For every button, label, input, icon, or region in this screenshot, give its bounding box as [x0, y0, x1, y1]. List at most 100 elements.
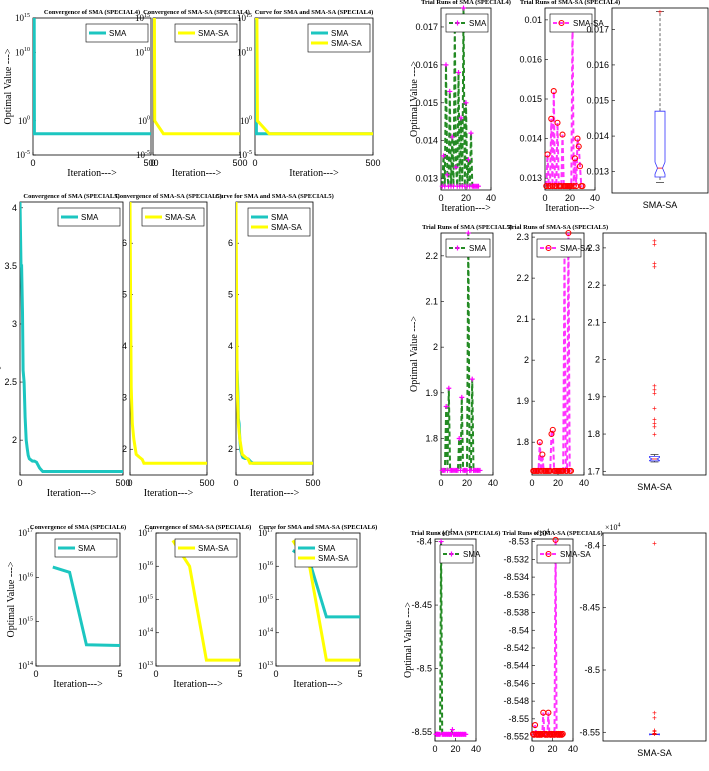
outlier-marker: + [658, 8, 663, 17]
box-category-label: SMA-SA [637, 748, 672, 758]
y-tick-label: -8.55 [579, 727, 600, 737]
y-tick-label: 10-5 [238, 150, 252, 160]
box-body [649, 455, 660, 462]
data-marker [559, 730, 566, 737]
legend: SMA-SA [536, 238, 591, 258]
chart-title: Convergence of SMA (SPECIAL6) [30, 524, 126, 531]
legend-label: SMA-SA [573, 19, 604, 28]
y-tick-label: 1014 [18, 661, 33, 671]
legend-label: SMA [81, 213, 99, 222]
chart-title: Convergence of SMA (SPECIAL4) [44, 9, 140, 16]
outlier-marker: + [652, 708, 657, 717]
data-marker [548, 115, 555, 122]
axes-frame [602, 532, 707, 742]
y-tick-label: -8.53 [508, 537, 529, 547]
y-tick-label: 1010 [135, 47, 150, 57]
series-line-sma-sa [255, 18, 373, 136]
y-tick-label: 2 [228, 444, 233, 454]
y-tick-label: 2.2 [516, 273, 529, 283]
data-marker [575, 143, 582, 150]
x-tick-label: 500 [365, 158, 380, 168]
legend-label: SMA [469, 244, 487, 253]
series-line-sma [52, 565, 120, 647]
chart-title: Trial Runs of SMA (SPECIAL5) [422, 224, 512, 231]
y-tick-label: -8.542 [503, 643, 529, 653]
outlier-marker: + [652, 539, 657, 548]
chart-panel-11: Trial Runs of SMA-SA (SPECIAL5) 1.8 1.9 2 2.… [508, 224, 608, 488]
y-tick-label: 0.016 [586, 60, 609, 70]
legend: SMA-SA [141, 207, 205, 227]
x-tick-label: 0 [432, 744, 437, 754]
data-marker [558, 731, 565, 738]
y-tick-label: -8.4 [416, 537, 432, 547]
x-tick-label: 500 [115, 478, 130, 488]
y-tick-label: 1016 [18, 572, 33, 582]
legend: SMA [85, 23, 149, 43]
data-marker [560, 467, 567, 474]
data-marker [552, 536, 559, 543]
x-tick-label: 500 [305, 478, 320, 488]
y-tick-label: 1015 [18, 617, 33, 627]
y-tick-label: 10-5 [136, 150, 150, 160]
chart-panel-13: Convergence of SMA (SPECIAL6) 1014 1015 101… [6, 524, 126, 690]
data-marker [579, 182, 586, 190]
x-tick-label: 0 [273, 669, 278, 679]
data-marker [539, 451, 546, 458]
x-tick-label: 20 [565, 193, 575, 203]
legend: SMA [439, 544, 481, 564]
legend-box [445, 238, 491, 258]
data-marker [543, 182, 550, 190]
y-tick-label: 0.01 [524, 15, 542, 25]
legend-label: SMA-SA [165, 213, 196, 222]
chart-title: Trial Runs of SMA (SPECIAL4) [421, 0, 511, 6]
x-tick-label: 0 [529, 478, 534, 488]
outlier-marker: + [652, 430, 657, 439]
x-tick-label: 40 [579, 478, 589, 488]
x-tick-label: 0 [17, 478, 22, 488]
data-marker [456, 435, 462, 441]
legend: SMA-SA [536, 544, 591, 564]
x-tick-label: 500 [143, 158, 158, 168]
legend-box [85, 23, 149, 43]
y-tick-label: -8.55 [411, 727, 432, 737]
y-tick-label: 3 [228, 393, 233, 403]
y-axis-label: Optimal Value ---> [403, 602, 414, 678]
y-axis-label: Optimal Value ---> [0, 300, 1, 376]
y-tick-label: 2 [12, 435, 17, 445]
y-tick-label: -8.45 [411, 600, 432, 610]
x-tick-label: 20 [462, 478, 472, 488]
x-axis-label: Iteration---> [545, 203, 595, 214]
chart-panel-2: Convergence of SMA-SA (SPECIAL4) 10-5 100 1… [135, 9, 250, 179]
y-tick-label: 1013 [258, 661, 273, 671]
legend-label: SMA-SA [318, 554, 349, 563]
data-marker [565, 229, 572, 237]
chart-panel-5: Trial Runs of SMA-SA (SPECIAL4) 0.013 0.01… [519, 0, 620, 214]
chart-title: Trial Runs of SMA (SPECIAL6) [411, 530, 501, 537]
y-axis-label: Optimal Value ---> [6, 561, 17, 637]
legend-label: SMA-SA [560, 550, 591, 559]
y-tick-label: 1.9 [516, 396, 529, 406]
x-tick-label: 40 [486, 193, 496, 203]
y-tick-label: 2.3 [516, 232, 529, 242]
chart-title: Trial Runs of SMA-SA (SPECIAL5) [508, 224, 608, 231]
x-tick-label: 5 [357, 669, 362, 679]
box-body [649, 733, 660, 736]
legend-marker [455, 20, 460, 26]
y-tick-label: 0.014 [415, 136, 438, 146]
x-axis-label: Iteration---> [293, 679, 343, 690]
data-marker [477, 467, 483, 473]
data-marker [446, 385, 452, 391]
y-tick-label: 6 [228, 238, 233, 248]
y-axis-label: Optimal Value ---> [3, 48, 14, 124]
series-line-sma [20, 202, 123, 473]
legend-box [57, 207, 121, 227]
x-tick-label: 0 [30, 158, 35, 168]
legend-marker [545, 244, 552, 252]
series-line-sma [442, 233, 480, 472]
outlier-marker: + [652, 259, 657, 268]
exponent-label: ×104 [605, 522, 621, 532]
data-marker [461, 5, 466, 11]
y-tick-label: 4 [228, 341, 233, 351]
y-tick-label: 1010 [15, 47, 30, 57]
y-tick-label: 1015 [135, 13, 150, 23]
